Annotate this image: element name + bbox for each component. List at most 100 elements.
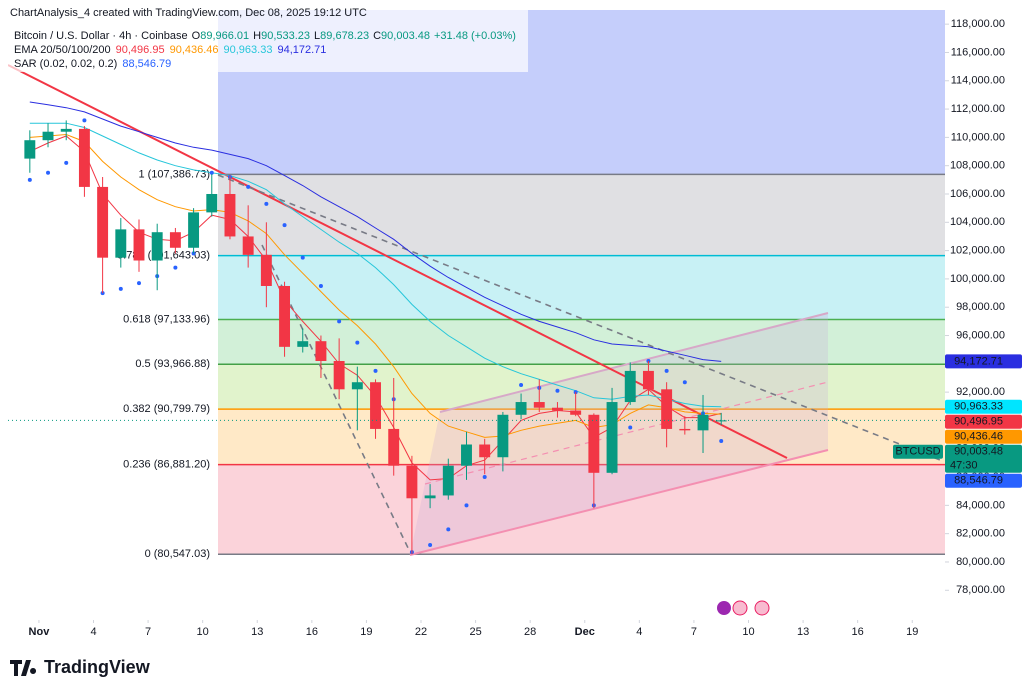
legend-value: 90,496.95: [116, 44, 165, 56]
watermark: TradingView: [10, 657, 151, 677]
candle-body: [315, 341, 327, 361]
x-tick-label: 19: [360, 626, 372, 638]
candles: [8, 120, 945, 555]
legend-value: 90,963.33: [224, 44, 273, 56]
candle-body: [297, 341, 309, 347]
x-tick-label: 13: [797, 626, 809, 638]
y-tick-label: 84,000.00: [956, 499, 1005, 511]
channel-top: [439, 312, 829, 413]
y-tick-label: 116,000.00: [951, 46, 1005, 58]
price-tag: [945, 414, 1022, 429]
axes: 78,000.0080,000.0082,000.0084,000.0086,0…: [29, 18, 1005, 638]
x-tick-label: Dec: [575, 626, 595, 638]
y-tick-label: 100,000.00: [950, 273, 1005, 285]
sar-dot: [82, 118, 87, 123]
sar-dot: [46, 170, 51, 175]
candle-body: [679, 428, 691, 431]
dashed-trend: [217, 174, 941, 461]
sar-dot: [555, 388, 560, 393]
legend-value: L: [314, 30, 320, 42]
price-tag-label: 90,436.46: [954, 431, 1003, 443]
y-tick-label: 80,000.00: [956, 556, 1005, 568]
channel-bottom: [409, 449, 829, 556]
legend-value: 88,546.79: [122, 58, 171, 70]
candle-body: [115, 229, 127, 258]
legend-value: H: [253, 30, 261, 42]
fib-zone: [218, 255, 945, 320]
candle-body: [60, 128, 72, 132]
price-tag: [945, 354, 1022, 369]
channel-mid: [424, 381, 829, 485]
icon: [732, 600, 748, 616]
price-tags: 94,172.71 90,963.33 90,496.95 90,436.46 90,0…: [893, 354, 1022, 488]
candle-body: [242, 236, 254, 255]
price-tag: [945, 429, 1022, 444]
candle-body: [351, 382, 363, 390]
candle-body: [151, 232, 163, 261]
candle-body: [260, 254, 272, 286]
candle-body: [333, 360, 345, 390]
sar-dot: [446, 527, 451, 532]
y-tick-label: 98,000.00: [956, 301, 1005, 313]
sar-dot: [355, 340, 360, 345]
ema-line: [29, 122, 722, 408]
sar-dot: [337, 319, 342, 324]
legend-value: +31.48 (+0.03%): [434, 30, 516, 42]
price-tag-label: 90,963.33: [954, 401, 1003, 413]
y-tick-label: 118,000.00: [951, 18, 1005, 30]
header: ChartAnalysis_4 created with TradingView…: [8, 2, 528, 72]
y-tick-label: 110,000.00: [951, 131, 1005, 143]
sar-dot: [628, 425, 633, 430]
channel-fill: [410, 313, 828, 555]
y-tick-label: 114,000.00: [951, 75, 1005, 87]
event-icons: [717, 600, 770, 616]
x-tick-label: 10: [197, 626, 209, 638]
fib-label: 0.382 (90,799.79): [123, 403, 210, 415]
candle-body: [697, 414, 709, 431]
sar-dot: [173, 265, 178, 270]
candle-body: [624, 370, 636, 403]
symbol-tag-label: BTCUSD: [895, 446, 940, 458]
fib-zone: [218, 319, 945, 365]
candle-body: [606, 402, 618, 473]
legend-value: 94,172.71: [277, 44, 326, 56]
candle-body: [461, 444, 472, 466]
sar-dot: [719, 439, 724, 444]
candle-body: [279, 285, 291, 347]
candle-body: [169, 232, 181, 248]
x-tick-label: 13: [251, 626, 263, 638]
sar-dot: [482, 475, 487, 480]
trend-line: [8, 64, 788, 459]
price-tag: [945, 473, 1022, 488]
legend-value: Bitcoin / U.S. Dollar · 4h · Coinbase: [14, 30, 188, 42]
legend-value: EMA 20/50/100/200: [14, 44, 111, 56]
y-tick-label: 108,000.00: [950, 160, 1005, 172]
candle-body: [570, 410, 582, 415]
y-tick-label: 104,000.00: [950, 216, 1005, 228]
fib-label: 1 (107,386.73): [138, 168, 210, 180]
price-tag-label: 94,172.71: [954, 355, 1003, 367]
sar-dot: [209, 170, 214, 175]
logo: [10, 660, 37, 676]
candle-body: [715, 420, 727, 422]
sar-dot: [428, 542, 433, 547]
fib-label: 0 (80,547.03): [145, 548, 210, 560]
ema-legend: EMA 20/50/100/200 90,496.95 90,436.46 90,96…: [14, 44, 326, 56]
fib-label: 0.786 (101,643.03): [117, 250, 210, 262]
x-tick-label: Nov: [29, 626, 51, 638]
sar-dot: [136, 281, 141, 286]
legend-value: 90,003.48: [381, 30, 430, 42]
ema-line: [29, 101, 722, 362]
candle-body: [533, 402, 545, 408]
legend-value: 90,436.46: [170, 44, 219, 56]
candle-body: [442, 465, 454, 496]
sar-dot: [27, 177, 32, 182]
fib-zone: [218, 174, 945, 256]
icon: [754, 600, 770, 616]
header-bg: [8, 2, 528, 72]
sar-dot: [519, 383, 524, 388]
legend-value: 90,533.23: [261, 30, 310, 42]
sar-dot: [464, 503, 469, 508]
x-tick-label: 7: [145, 626, 151, 638]
